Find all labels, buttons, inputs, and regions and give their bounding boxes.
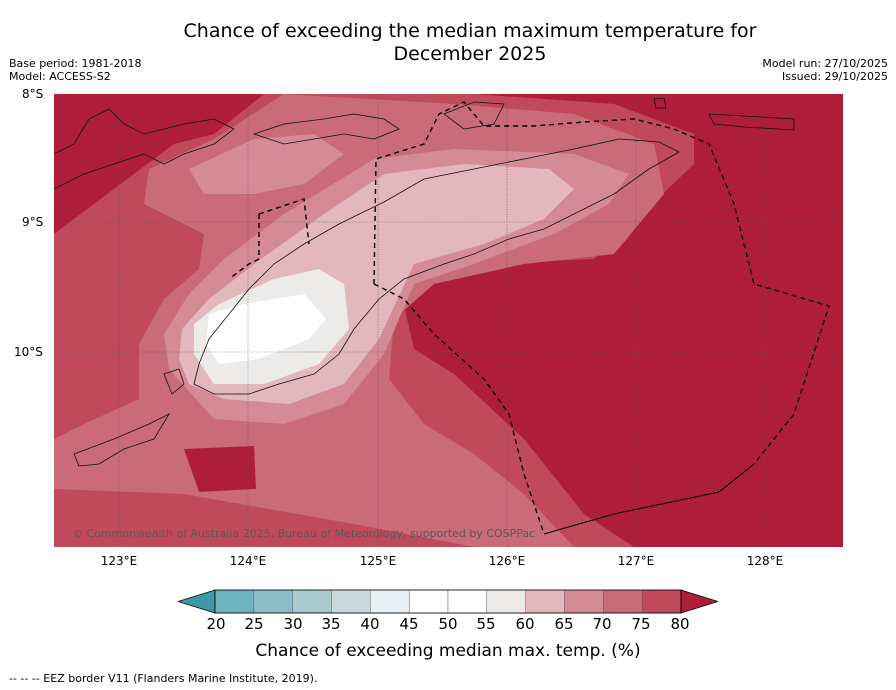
kisar-island bbox=[708, 113, 795, 131]
title-line-1: Chance of exceeding the median maximum t… bbox=[183, 20, 757, 42]
model-run-date: Model run: 27/10/2025 bbox=[762, 57, 888, 70]
colorbar-tick: 80 bbox=[670, 615, 690, 633]
band-70-75-northwest-patch bbox=[189, 134, 344, 194]
base-period: Base period: 1981-2018 bbox=[9, 57, 142, 70]
colorbar-tick: 60 bbox=[515, 615, 535, 633]
lon-label-127e: 127°E bbox=[617, 554, 655, 568]
colorbar-tick: 30 bbox=[283, 615, 303, 633]
colorbar-segment-75-80 bbox=[641, 589, 682, 614]
colorbar-segment-70-75 bbox=[603, 589, 643, 614]
colorbar-segment-45-50 bbox=[408, 589, 449, 614]
lat-label-9s: 9°S bbox=[22, 215, 44, 229]
colorbar-extend-high bbox=[680, 589, 718, 614]
copyright-notice: © Commonwealth of Australia 2025, Bureau… bbox=[72, 527, 536, 540]
colorbar-extend-low bbox=[178, 589, 216, 614]
colorbar-segment-65-70 bbox=[564, 589, 604, 614]
issued-date: Issued: 29/10/2025 bbox=[781, 70, 888, 83]
colorbar-tick: 65 bbox=[554, 615, 574, 633]
colorbar-tick: 40 bbox=[360, 615, 380, 633]
meta-left: Base period: 1981-2018 Model: ACCESS-S2 bbox=[9, 57, 141, 83]
timor-coastline bbox=[193, 138, 680, 395]
flores-coastline bbox=[54, 108, 235, 190]
title-line-2: December 2025 bbox=[393, 43, 547, 65]
forecast-map bbox=[54, 94, 843, 547]
meta-right: Model run: 27/10/2025 Issued: 29/10/2025 bbox=[762, 57, 888, 83]
colorbar-segment-20-25 bbox=[214, 589, 255, 614]
lat-label-10s: 10°S bbox=[14, 345, 43, 359]
graticule bbox=[54, 94, 843, 547]
colorbar-tick: 45 bbox=[399, 615, 419, 633]
wetar-coastline bbox=[443, 101, 505, 130]
eez-border bbox=[228, 101, 830, 535]
colorbar-tick: 75 bbox=[631, 615, 651, 633]
eez-border-solid bbox=[543, 463, 755, 535]
alor-coastline bbox=[252, 113, 400, 145]
lon-label-126e: 126°E bbox=[488, 554, 526, 568]
lon-label-124e: 124°E bbox=[229, 554, 267, 568]
colorbar-segment-60-65 bbox=[525, 589, 565, 614]
colorbar-tick: 70 bbox=[592, 615, 612, 633]
colorbar-tick: 20 bbox=[206, 615, 226, 633]
colorbar bbox=[178, 589, 718, 614]
colorbar-frame bbox=[214, 589, 682, 614]
rote-coastline bbox=[163, 368, 185, 395]
colorbar-segment-25-30 bbox=[253, 589, 293, 614]
colorbar-segments bbox=[178, 589, 718, 614]
coastlines bbox=[54, 97, 795, 467]
colorbar-label: Chance of exceeding median max. temp. (%… bbox=[255, 641, 641, 661]
colorbar-segment-30-35 bbox=[292, 589, 332, 614]
lon-label-123e: 123°E bbox=[100, 554, 138, 568]
leti-island bbox=[653, 97, 667, 109]
eez-footnote: -- -- -- EEZ border V11 (Flanders Marine… bbox=[9, 672, 318, 685]
colorbar-tick: 35 bbox=[321, 615, 341, 633]
band-50-55 bbox=[206, 294, 326, 364]
map-title: Chance of exceeding the median maximum t… bbox=[120, 20, 820, 66]
model-name: Model: ACCESS-S2 bbox=[9, 70, 111, 83]
lon-label-125e: 125°E bbox=[359, 554, 397, 568]
lat-label-8s: 8°S bbox=[22, 87, 44, 101]
colorbar-segment-55-60 bbox=[486, 589, 526, 614]
colorbar-segment-50-55 bbox=[447, 589, 488, 614]
colorbar-segment-40-45 bbox=[370, 589, 410, 614]
colorbar-tick: 50 bbox=[438, 615, 458, 633]
lon-label-128e: 128°E bbox=[746, 554, 784, 568]
band-75-80-south-patch bbox=[184, 446, 256, 492]
colorbar-tick: 25 bbox=[244, 615, 264, 633]
colorbar-segment-35-40 bbox=[331, 589, 371, 614]
sumba-coastline bbox=[73, 413, 171, 467]
colorbar-tick: 55 bbox=[476, 615, 496, 633]
